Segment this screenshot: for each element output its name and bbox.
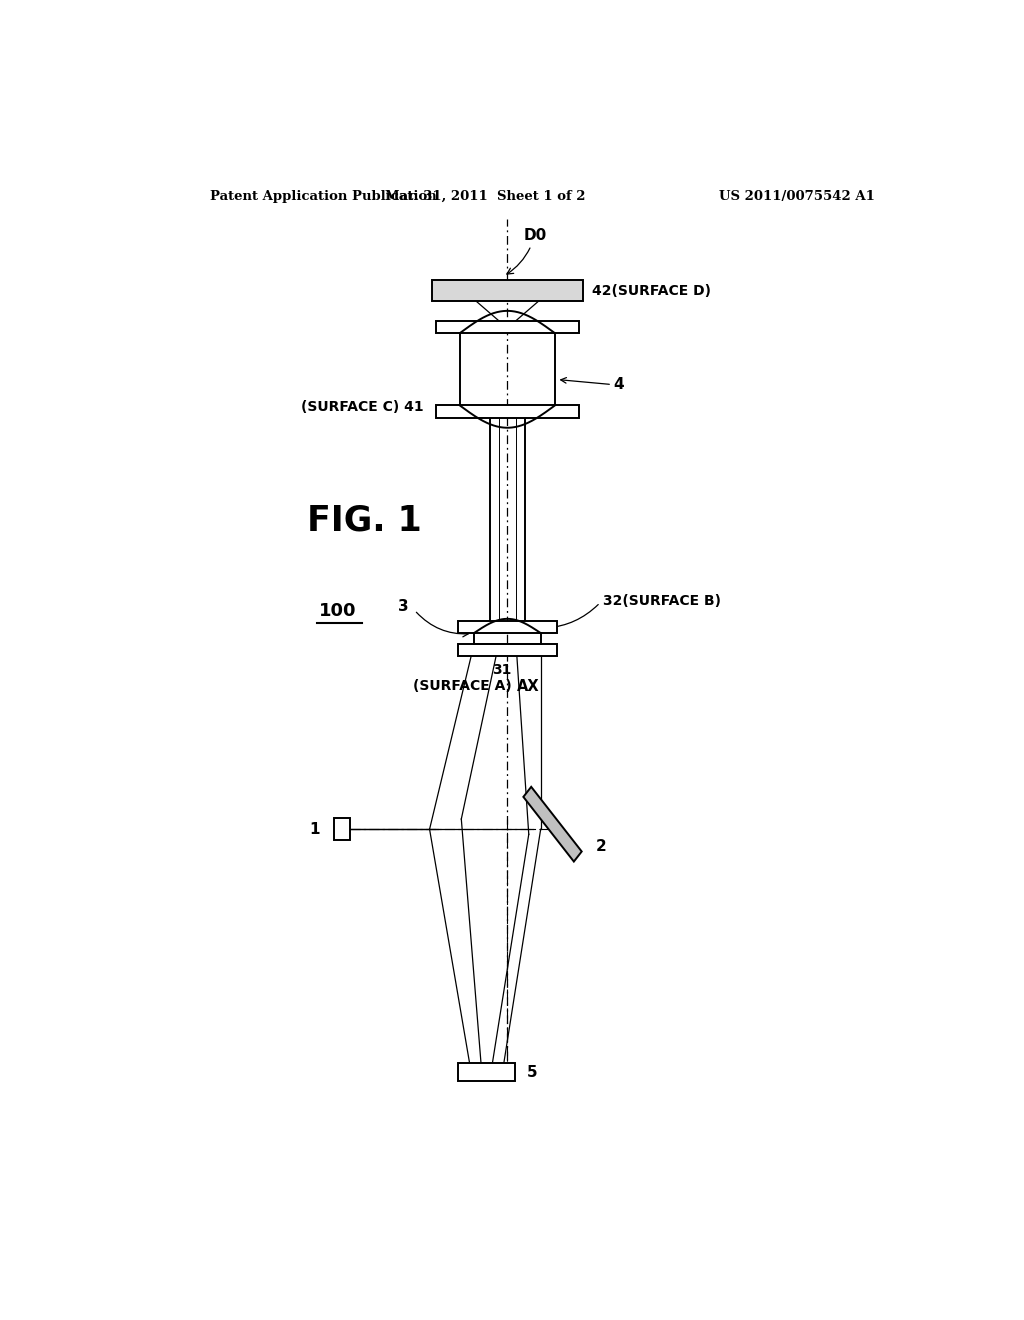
Polygon shape bbox=[523, 787, 582, 862]
Bar bbox=[334, 818, 350, 841]
Text: US 2011/0075542 A1: US 2011/0075542 A1 bbox=[719, 190, 876, 202]
Text: Mar. 31, 2011  Sheet 1 of 2: Mar. 31, 2011 Sheet 1 of 2 bbox=[385, 190, 586, 202]
Text: 100: 100 bbox=[318, 602, 356, 619]
Text: (SURFACE C) 41: (SURFACE C) 41 bbox=[301, 400, 424, 414]
Text: 32(SURFACE B): 32(SURFACE B) bbox=[602, 594, 721, 607]
Text: 1: 1 bbox=[309, 822, 321, 837]
Bar bbox=[436, 405, 579, 417]
Text: 4: 4 bbox=[613, 378, 625, 392]
Text: 2: 2 bbox=[596, 840, 607, 854]
Bar bbox=[458, 644, 557, 656]
Text: 3: 3 bbox=[398, 599, 409, 614]
Bar bbox=[458, 620, 557, 634]
Text: FIG. 1: FIG. 1 bbox=[306, 503, 421, 537]
Bar bbox=[432, 280, 583, 301]
Text: D0: D0 bbox=[507, 228, 547, 275]
Text: AX: AX bbox=[517, 680, 540, 694]
Text: Patent Application Publication: Patent Application Publication bbox=[210, 190, 436, 202]
Bar bbox=[458, 1063, 515, 1081]
Text: 31
(SURFACE A): 31 (SURFACE A) bbox=[413, 663, 511, 693]
Bar bbox=[436, 321, 579, 333]
Text: 5: 5 bbox=[527, 1065, 538, 1080]
Text: 42(SURFACE D): 42(SURFACE D) bbox=[592, 284, 712, 297]
